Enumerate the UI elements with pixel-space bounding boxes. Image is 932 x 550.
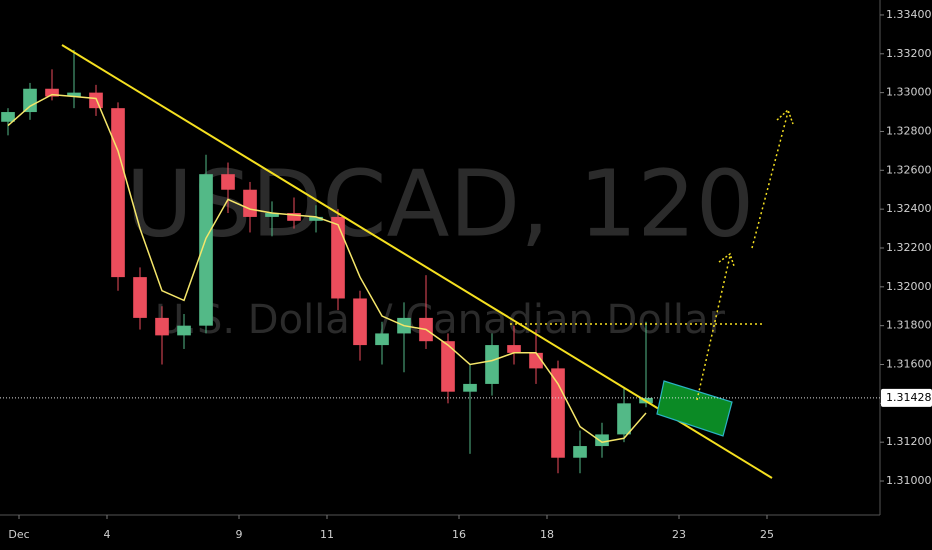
candle-body xyxy=(23,88,37,113)
trend-line xyxy=(61,44,773,479)
candle-body xyxy=(265,213,279,217)
candle-body xyxy=(331,216,345,299)
candle-body xyxy=(111,108,125,278)
projection-arrow xyxy=(751,111,789,249)
x-tick-label: 25 xyxy=(760,528,774,541)
plot xyxy=(1,49,653,474)
x-tick-label: 4 xyxy=(104,528,111,541)
candle-body xyxy=(595,434,609,447)
x-tick-label: 23 xyxy=(672,528,686,541)
x-tick-label: 11 xyxy=(320,528,334,541)
y-tick-label: 1.31600 xyxy=(886,358,932,371)
candle-body xyxy=(551,368,565,458)
watermark-subtitle: U.S. Dollar / Canadian Dollar xyxy=(155,297,726,343)
y-tick-label: 1.33200 xyxy=(886,47,932,60)
last-price-label: 1.31428 xyxy=(886,391,932,404)
candle-body xyxy=(133,277,147,318)
candle-body xyxy=(375,333,389,346)
x-tick-label: 16 xyxy=(452,528,466,541)
candle-body xyxy=(177,325,191,336)
moving-average xyxy=(7,93,647,443)
y-tick-label: 1.31200 xyxy=(886,435,932,448)
candle-body xyxy=(507,345,521,353)
candle-body xyxy=(199,174,213,326)
candle-body xyxy=(441,341,455,392)
candle-body xyxy=(1,112,15,122)
candle-body xyxy=(573,446,587,458)
last-price-box xyxy=(881,388,932,407)
x-tick-label: 9 xyxy=(236,528,243,541)
x-tick-label: 18 xyxy=(540,528,554,541)
candle-body xyxy=(353,298,367,346)
y-tick-label: 1.32200 xyxy=(886,241,932,254)
y-tick-label: 1.32800 xyxy=(886,124,932,137)
watermark-title: USDCAD, 120 xyxy=(126,150,755,257)
y-tick-label: 1.31000 xyxy=(886,474,932,487)
candle-body xyxy=(617,403,631,435)
x-tick-label: Dec xyxy=(8,528,29,541)
candle-body xyxy=(485,345,499,384)
y-tick-label: 1.32400 xyxy=(886,202,932,215)
candle-body xyxy=(67,92,81,97)
arrow-head xyxy=(776,108,794,125)
target-box xyxy=(656,380,733,437)
y-tick-label: 1.33000 xyxy=(886,86,932,99)
candle-body xyxy=(221,174,235,190)
y-tick-label: 1.31800 xyxy=(886,319,932,332)
candle-body xyxy=(309,216,323,221)
y-tick-label: 1.32000 xyxy=(886,280,932,293)
candle-body xyxy=(155,317,169,336)
candle-body xyxy=(243,189,257,217)
y-tick-label: 1.32600 xyxy=(886,163,932,176)
candle-body xyxy=(45,88,59,97)
candle-body xyxy=(287,213,301,221)
arrow-head xyxy=(718,252,735,267)
y-tick-label: 1.33400 xyxy=(886,8,932,21)
candle-body xyxy=(463,383,477,392)
